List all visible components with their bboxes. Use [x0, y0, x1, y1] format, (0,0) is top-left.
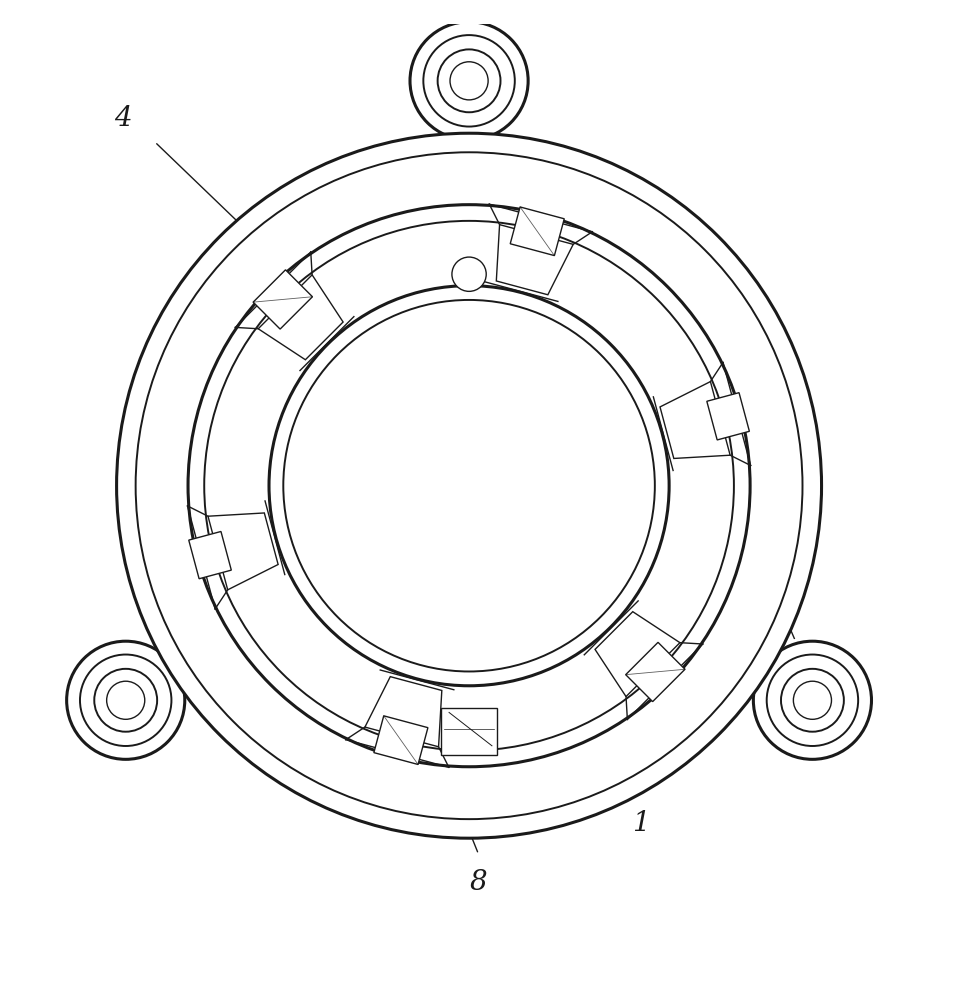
Polygon shape: [365, 677, 442, 747]
Polygon shape: [259, 275, 343, 360]
Polygon shape: [188, 531, 232, 579]
Polygon shape: [510, 207, 564, 256]
Circle shape: [450, 62, 488, 100]
Circle shape: [452, 257, 486, 291]
Text: 4: 4: [114, 105, 132, 132]
Circle shape: [424, 35, 515, 127]
Polygon shape: [595, 612, 680, 697]
Circle shape: [749, 636, 876, 764]
Circle shape: [94, 669, 158, 732]
Circle shape: [767, 655, 858, 746]
Circle shape: [406, 17, 533, 145]
Polygon shape: [208, 513, 278, 590]
Polygon shape: [660, 382, 730, 458]
Circle shape: [62, 636, 189, 764]
Circle shape: [269, 286, 669, 686]
Circle shape: [781, 669, 844, 732]
Circle shape: [188, 205, 751, 767]
Circle shape: [205, 221, 734, 751]
Circle shape: [437, 49, 501, 112]
Polygon shape: [441, 708, 497, 755]
Text: 8: 8: [470, 869, 487, 896]
Polygon shape: [374, 716, 428, 764]
Polygon shape: [626, 642, 685, 702]
Circle shape: [753, 641, 872, 759]
Circle shape: [283, 300, 654, 671]
Circle shape: [107, 681, 145, 719]
Circle shape: [116, 133, 822, 838]
Circle shape: [97, 114, 841, 857]
Text: 9: 9: [836, 704, 853, 731]
Circle shape: [80, 655, 171, 746]
Text: 1: 1: [631, 810, 650, 837]
Polygon shape: [707, 393, 750, 440]
Polygon shape: [496, 225, 573, 295]
Circle shape: [410, 22, 529, 140]
Circle shape: [794, 681, 831, 719]
Polygon shape: [253, 270, 312, 329]
Circle shape: [136, 152, 802, 819]
Circle shape: [66, 641, 185, 759]
